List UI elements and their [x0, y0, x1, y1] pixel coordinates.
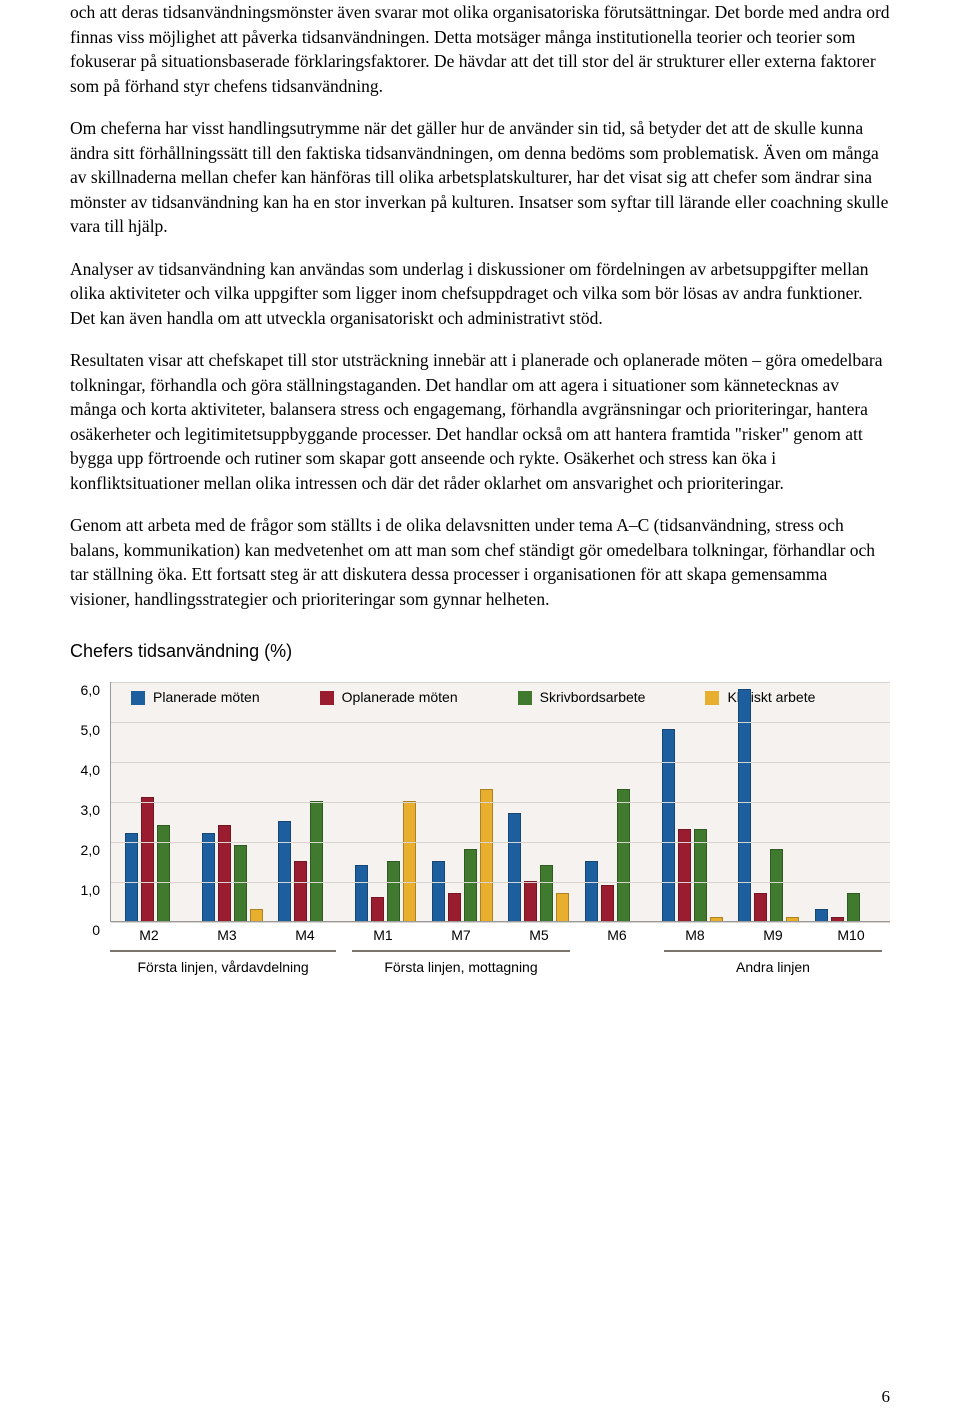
bar [738, 689, 751, 921]
x-tick-label: M4 [275, 926, 335, 946]
bar [278, 821, 291, 921]
bar-group [432, 789, 493, 921]
bar [601, 885, 614, 921]
bar [141, 797, 154, 921]
bar [556, 893, 569, 921]
x-axis-labels: M2 M3 M4 M1 M7 M5 M6 M8 M9 M10 [110, 926, 890, 946]
bar [157, 825, 170, 921]
bar [585, 861, 598, 921]
bar-group [278, 801, 339, 921]
bar [218, 825, 231, 921]
body-paragraph: och att deras tidsanvändningsmönster äve… [70, 0, 890, 98]
body-paragraph: Analyser av tidsanvändning kan användas … [70, 257, 890, 331]
bar [508, 813, 521, 921]
bar-group [815, 893, 876, 921]
x-tick-label: M10 [821, 926, 881, 946]
bar [786, 917, 799, 921]
section-label: Första linjen, mottagning [352, 958, 570, 978]
bar [617, 789, 630, 921]
bar [662, 729, 675, 921]
bar-group [125, 797, 186, 921]
bar [754, 893, 767, 921]
section-label: Första linjen, vårdavdelning [110, 958, 336, 978]
y-tick-label: 6,0 [81, 680, 100, 700]
bar [202, 833, 215, 921]
section-label: Andra linjen [664, 958, 882, 978]
bar [831, 917, 844, 921]
x-tick-label: M6 [587, 926, 647, 946]
section-underline [352, 950, 570, 952]
section-underlines [110, 950, 890, 952]
bar-group [662, 729, 723, 921]
bar [847, 893, 860, 921]
bar [524, 881, 537, 921]
bar-group [202, 825, 263, 921]
x-tick-label: M5 [509, 926, 569, 946]
x-tick-label: M8 [665, 926, 725, 946]
bar [815, 909, 828, 921]
bar [464, 849, 477, 921]
page-number: 6 [882, 1385, 891, 1409]
bar [125, 833, 138, 921]
bar [432, 861, 445, 921]
bar-group [508, 813, 569, 921]
y-tick-label: 4,0 [81, 760, 100, 780]
y-tick-label: 3,0 [81, 800, 100, 820]
time-use-chart: 0 1,0 2,0 3,0 4,0 5,0 6,0 Planerade mötenOplan… [70, 682, 890, 992]
section-underline [664, 950, 882, 952]
body-paragraph: Genom att arbeta med de frågor som ställ… [70, 513, 890, 611]
chart-title: Chefers tidsanvändning (%) [70, 639, 890, 664]
bar [770, 849, 783, 921]
bar-group [355, 801, 416, 921]
body-paragraph: Resultaten visar att chefskapet till sto… [70, 348, 890, 495]
bar [710, 917, 723, 921]
body-paragraph: Om cheferna har visst handlingsutrymme n… [70, 116, 890, 239]
bar [387, 861, 400, 921]
plot-area: Planerade mötenOplanerade mötenSkrivbord… [110, 682, 890, 922]
bar [294, 861, 307, 921]
y-tick-label: 0 [92, 920, 100, 940]
y-tick-label: 5,0 [81, 720, 100, 740]
bar [355, 865, 368, 921]
bar [448, 893, 461, 921]
bar-group [738, 689, 799, 921]
bar [250, 909, 263, 921]
x-tick-label: M7 [431, 926, 491, 946]
bar [371, 897, 384, 921]
y-axis: 01,02,03,04,05,06,0 [64, 682, 104, 922]
x-tick-label: M1 [353, 926, 413, 946]
bar [234, 845, 247, 921]
y-tick-label: 1,0 [81, 880, 100, 900]
bar [310, 801, 323, 921]
bar-group [585, 789, 646, 921]
x-tick-label: M9 [743, 926, 803, 946]
bar [480, 789, 493, 921]
section-underline [110, 950, 336, 952]
bar [403, 801, 416, 921]
x-tick-label: M3 [197, 926, 257, 946]
y-tick-label: 2,0 [81, 840, 100, 860]
x-tick-label: M2 [119, 926, 179, 946]
bar [540, 865, 553, 921]
